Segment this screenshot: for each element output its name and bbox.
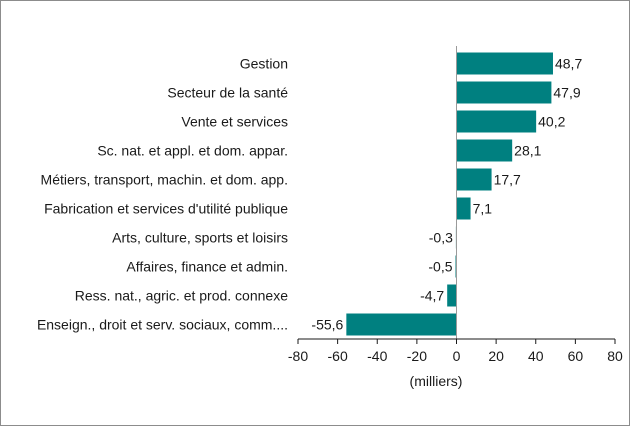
category-label: Vente et services [181, 114, 288, 130]
category-label: Arts, culture, sports et loisirs [112, 230, 288, 246]
x-axis-label: (milliers) [410, 373, 463, 389]
value-label: -55,6 [311, 317, 343, 333]
category-label: Gestion [240, 56, 288, 72]
x-tick-label: 80 [607, 348, 623, 364]
x-tick-label: 40 [528, 348, 544, 364]
category-label: Enseign., droit et serv. sociaux, comm..… [37, 317, 288, 333]
x-tick-label: -80 [288, 348, 308, 364]
category-label: Ress. nat., agric. et prod. connexe [75, 288, 288, 304]
value-label: 28,1 [514, 143, 541, 159]
value-label: 48,7 [555, 56, 582, 72]
x-tick-label: 20 [488, 348, 504, 364]
value-label: -0,3 [429, 230, 453, 246]
bar [447, 284, 457, 307]
bar [456, 81, 552, 104]
x-tick-label: 60 [568, 348, 584, 364]
x-tick-label: -20 [407, 348, 427, 364]
category-label: Fabrication et services d'utilité publiq… [44, 201, 288, 217]
bar [456, 52, 553, 75]
value-label: -0,5 [428, 259, 452, 275]
bar [456, 139, 513, 162]
value-label: 40,2 [538, 114, 565, 130]
category-label: Sc. nat. et appl. et dom. appar. [97, 143, 288, 159]
category-label: Affaires, finance et admin. [126, 259, 288, 275]
bar [346, 313, 457, 336]
value-label: 47,9 [553, 85, 580, 101]
x-tick-label: 0 [453, 348, 461, 364]
bar [456, 197, 471, 220]
value-label: 17,7 [494, 172, 521, 188]
x-tick-label: -60 [328, 348, 348, 364]
category-label: Métiers, transport, machin. et dom. app. [41, 172, 288, 188]
x-tick-label: -40 [367, 348, 387, 364]
bar [456, 168, 492, 191]
category-label: Secteur de la santé [167, 85, 288, 101]
bar [456, 110, 537, 133]
value-label: -4,7 [420, 288, 444, 304]
value-label: 7,1 [473, 201, 493, 217]
